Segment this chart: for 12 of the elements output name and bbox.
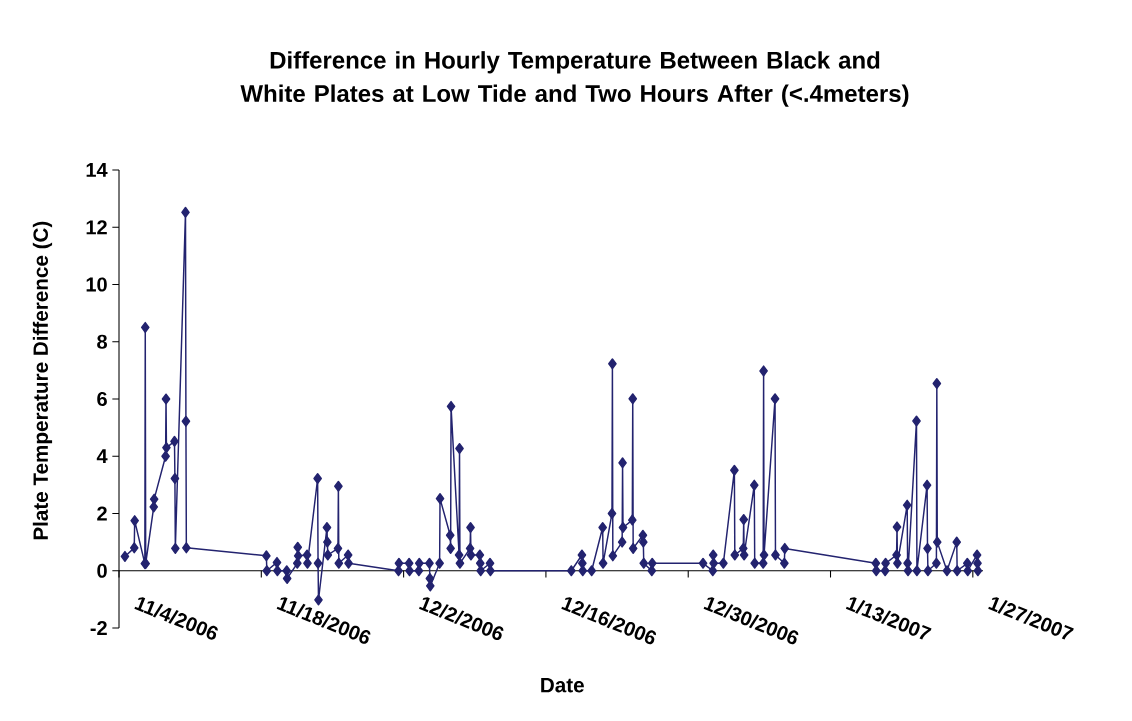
y-tick-label: 2 <box>97 506 107 521</box>
y-tick-label: 0 <box>97 563 107 578</box>
y-tick-label: 12 <box>86 220 107 235</box>
y-tick-label: 8 <box>97 334 107 349</box>
y-tick-label: 14 <box>86 163 108 177</box>
chart-title: Difference in Hourly Temperature Between Black and White Plates at Low Tide and Two Hours After (<.4meters) <box>240 51 909 107</box>
x-axis-title: Date <box>541 678 584 693</box>
y-tick-label: 10 <box>86 277 107 292</box>
y-tick-label: 4 <box>96 449 108 464</box>
y-tick-label: 6 <box>97 391 107 407</box>
y-axis-title: Plate Temperature Difference (C) <box>32 221 53 540</box>
y-tick-label: -2 <box>90 621 107 635</box>
